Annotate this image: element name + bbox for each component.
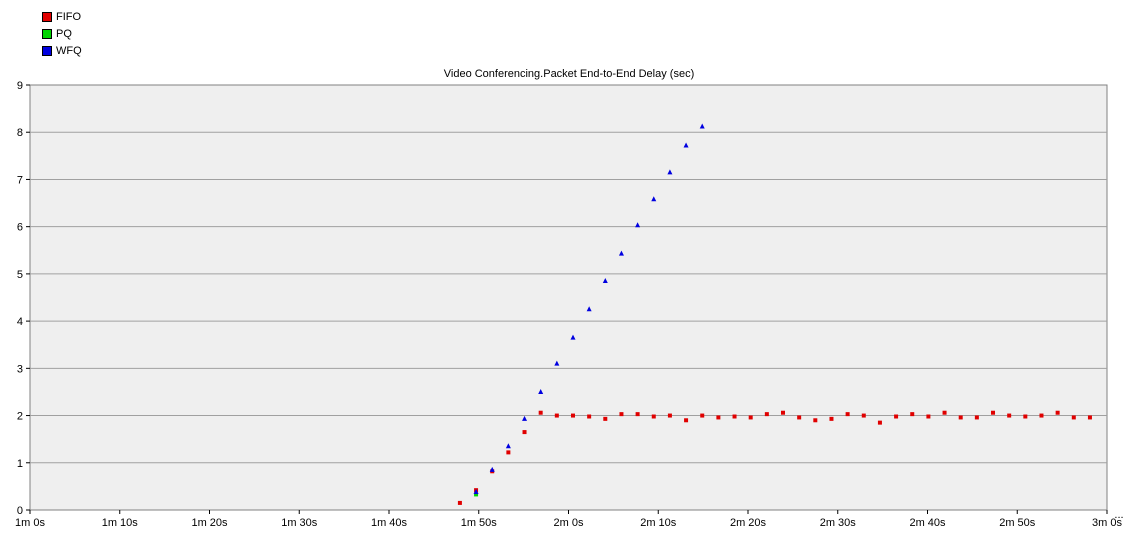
point-wfq [651,196,657,202]
plot-area [29,84,1108,511]
point-fifo [974,415,979,420]
legend-item-wfq: WFQ [42,42,82,59]
point-fifo [764,412,769,417]
point-fifo [700,413,705,418]
point-fifo [522,430,527,435]
point-wfq [586,306,592,312]
point-fifo [635,412,640,417]
point-wfq [635,222,641,228]
point-fifo [506,450,511,455]
point-fifo [781,410,786,415]
point-fifo [1039,413,1044,418]
y-tick-label: 3 [17,363,23,375]
point-fifo [926,414,931,419]
point-fifo [910,412,915,417]
legend-swatch-pq [42,28,52,39]
legend-swatch-wfq [42,45,52,56]
legend-label-fifo: FIFO [56,10,82,23]
y-tick-label: 0 [17,505,23,517]
y-tick-label: 8 [17,127,23,139]
point-fifo [651,414,656,419]
point-pq [474,492,479,497]
point-fifo [845,412,850,417]
point-fifo [942,410,947,415]
point-fifo [570,413,575,418]
point-fifo [1007,413,1012,418]
point-fifo [877,420,882,425]
point-fifo [716,415,721,420]
point-wfq [570,334,576,340]
x-tick-label: 2m 30s [820,517,857,529]
data-points [457,123,1092,505]
x-tick-label: 1m 50s [461,517,498,529]
y-tick-label: 2 [17,411,23,423]
x-tick-label: 3m 0s [1092,517,1122,529]
point-wfq [683,142,689,148]
legend-item-fifo: FIFO [42,8,82,25]
point-fifo [829,416,834,421]
y-axis: 0 1 2 3 4 5 6 7 8 9 [17,80,30,517]
legend-swatch-fifo [42,11,52,22]
point-fifo [684,418,689,423]
x-tick-label: 2m 40s [909,517,946,529]
x-tick-label: 1m 10s [102,517,139,529]
chart-title: Video Conferencing.Packet End-to-End Del… [444,68,695,80]
x-tick-label: 1m 0s [15,517,45,529]
point-fifo [861,413,866,418]
x-tick-label: 1m 30s [281,517,318,529]
point-wfq [554,360,560,366]
point-fifo [1071,415,1076,420]
x-tick-label: 1m 20s [191,517,228,529]
point-wfq [522,415,528,421]
point-fifo [748,415,753,420]
point-wfq [538,388,544,394]
point-wfq [618,250,624,256]
x-tick-label: 2m 10s [640,517,677,529]
point-fifo [1055,410,1060,415]
point-wfq [489,466,495,472]
x-axis-overflow-marker: ... [1114,509,1123,521]
point-wfq [667,169,673,175]
point-fifo [554,413,559,418]
point-fifo [667,413,672,418]
x-tick-label: 1m 40s [371,517,408,529]
x-axis: 1m 0s 1m 10s 1m 20s 1m 30s 1m 40s 1m 50s 2m 0s… [15,510,1122,529]
point-fifo [894,414,899,419]
point-fifo [619,412,624,417]
legend-label-wfq: WFQ [56,44,82,57]
point-fifo [587,414,592,419]
point-fifo [457,500,462,505]
x-tick-label: 2m 0s [554,517,584,529]
point-fifo [813,418,818,423]
x-tick-label: 2m 50s [999,517,1036,529]
point-wfq [473,489,479,495]
y-tick-label: 6 [17,222,23,234]
point-fifo [538,410,543,415]
y-tick-label: 4 [17,316,23,328]
x-tick-label: 2m 20s [730,517,767,529]
point-fifo [797,415,802,420]
y-tick-label: 7 [17,174,23,186]
point-wfq [602,277,608,283]
legend-item-pq: PQ [42,25,82,42]
grid-lines [30,131,1107,464]
point-fifo [732,414,737,419]
point-wfq [699,123,705,129]
y-tick-label: 1 [17,458,23,470]
point-fifo [603,416,608,421]
point-fifo [958,415,963,420]
point-fifo [1087,415,1092,420]
point-fifo [1023,414,1028,419]
y-tick-label: 9 [17,80,23,92]
point-fifo [991,410,996,415]
point-wfq [505,443,511,449]
legend-label-pq: PQ [56,27,72,40]
legend: FIFO PQ WFQ [42,8,82,59]
y-tick-label: 5 [17,269,23,281]
